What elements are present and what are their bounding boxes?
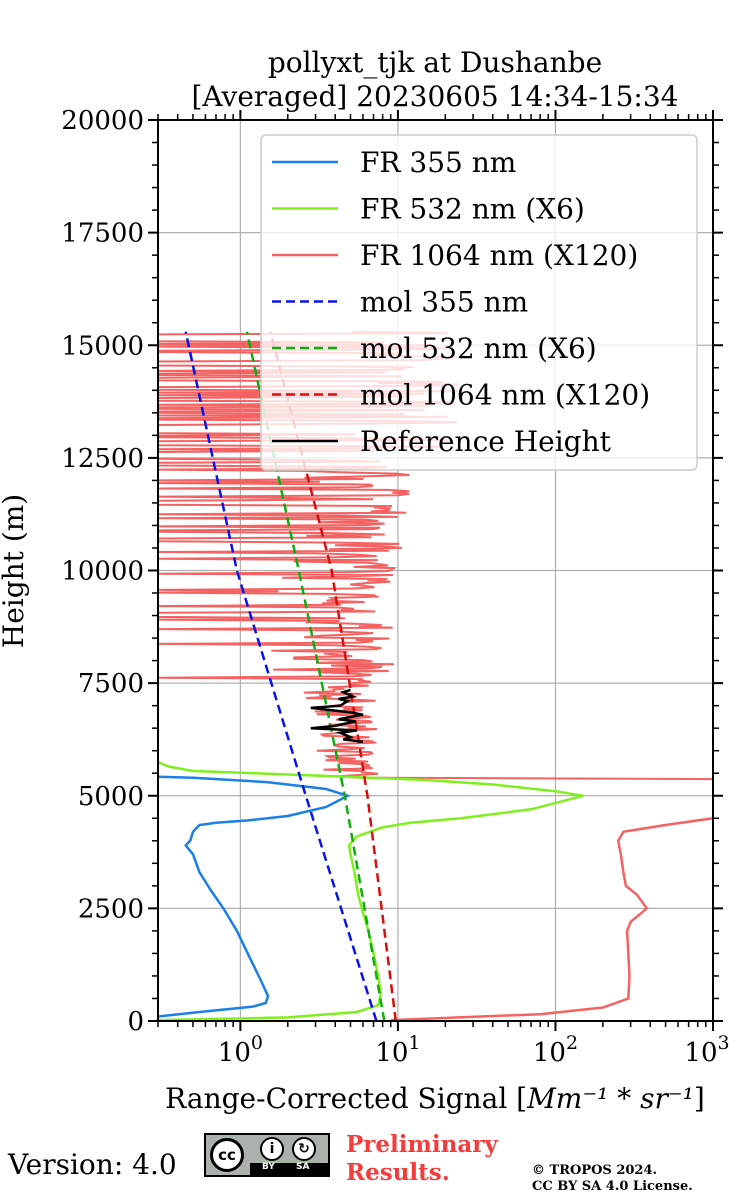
- legend-entry-label: FR 1064 nm (X120): [360, 239, 638, 272]
- y-tick-label: 10000: [61, 557, 144, 587]
- y-tick-label: 0: [127, 1007, 144, 1037]
- legend-entry-label: FR 532 nm (X6): [360, 193, 585, 226]
- share-alike-icon: ↻: [292, 1137, 316, 1161]
- series-line-6: [310, 688, 364, 743]
- x-tick-exponent: 1: [408, 1032, 420, 1054]
- chart-title-line1: pollyxt_tjk at Dushanbe: [268, 46, 602, 79]
- y-tick-label: 15000: [61, 331, 144, 361]
- major-ticks: [148, 110, 723, 1031]
- person-icon: i: [260, 1137, 284, 1161]
- x-tick-base: 10: [533, 1038, 566, 1068]
- y-tick-labels: 0 2500 5000 7500 10000 12500 15000 17500 20000: [61, 106, 144, 1037]
- series-line-1: [157, 760, 584, 1022]
- preliminary-results-label: Preliminary Results.: [346, 1131, 498, 1187]
- copyright-line2: CC BY SA 4.0 License.: [532, 1179, 693, 1194]
- x-tick-label: 100: [218, 1032, 263, 1068]
- license-strip: BY SA: [250, 1162, 328, 1175]
- x-axis-label-suffix: ]: [694, 1082, 705, 1115]
- copyright-line1: © TROPOS 2024.: [532, 1163, 658, 1178]
- legend-entry-label: mol 532 nm (X6): [360, 332, 597, 365]
- x-axis-label: Range-Corrected Signal [Mm⁻¹ * sr⁻¹]: [165, 1082, 705, 1115]
- x-axis-label-units: Mm⁻¹ * sr⁻¹: [526, 1082, 694, 1115]
- x-tick-base: 10: [375, 1038, 408, 1068]
- plot-frame: [157, 119, 714, 1022]
- series-line-3: [184, 331, 378, 1022]
- x-tick-exponent: 3: [718, 1032, 730, 1054]
- y-tick-label: 2500: [78, 894, 144, 924]
- copyright-notice: © TROPOS 2024. CC BY SA 4.0 License.: [532, 1163, 693, 1195]
- x-tick-base: 10: [684, 1038, 717, 1068]
- series-line-0: [157, 775, 351, 1018]
- legend-entry-label: FR 355 nm: [360, 146, 516, 179]
- x-tick-label: 103: [684, 1032, 729, 1068]
- x-tick-base: 10: [218, 1038, 251, 1068]
- series-line-2: [390, 817, 714, 1022]
- chart-title-line2: [Averaged] 20230605 14:34-15:34: [192, 80, 679, 113]
- legend-entry-label: mol 355 nm: [360, 286, 528, 319]
- legend: FR 355 nm FR 532 nm (X6) FR 1064 nm (X120)…: [260, 134, 698, 471]
- cc-icon: cc: [210, 1138, 244, 1172]
- x-tick-exponent: 2: [566, 1032, 578, 1054]
- legend-box: [260, 134, 698, 471]
- sa-label: SA: [296, 1162, 310, 1172]
- x-tick-label: 102: [533, 1032, 578, 1068]
- y-tick-label: 20000: [61, 106, 144, 136]
- version-label: Version: 4.0: [8, 1148, 177, 1181]
- y-tick-label: 7500: [78, 669, 144, 699]
- preliminary-line1: Preliminary: [346, 1131, 498, 1158]
- by-label: BY: [262, 1162, 275, 1172]
- y-tick-label: 17500: [61, 219, 144, 249]
- legend-entry-label: Reference Height: [360, 425, 612, 458]
- x-tick-label: 101: [375, 1032, 420, 1068]
- cc-by-sa-badge: cc i ↻ BY SA: [204, 1133, 330, 1177]
- x-axis-label-prefix: Range-Corrected Signal [: [165, 1082, 527, 1115]
- y-tick-label: 5000: [78, 782, 144, 812]
- legend-entry-label: mol 1064 nm (X120): [360, 379, 650, 412]
- preliminary-line2: Results.: [346, 1159, 450, 1186]
- x-tick-labels: 100 101 102 103: [218, 1032, 730, 1068]
- y-tick-label: 12500: [61, 444, 144, 474]
- x-tick-exponent: 0: [251, 1032, 263, 1054]
- y-axis-label: Height (m): [0, 494, 30, 648]
